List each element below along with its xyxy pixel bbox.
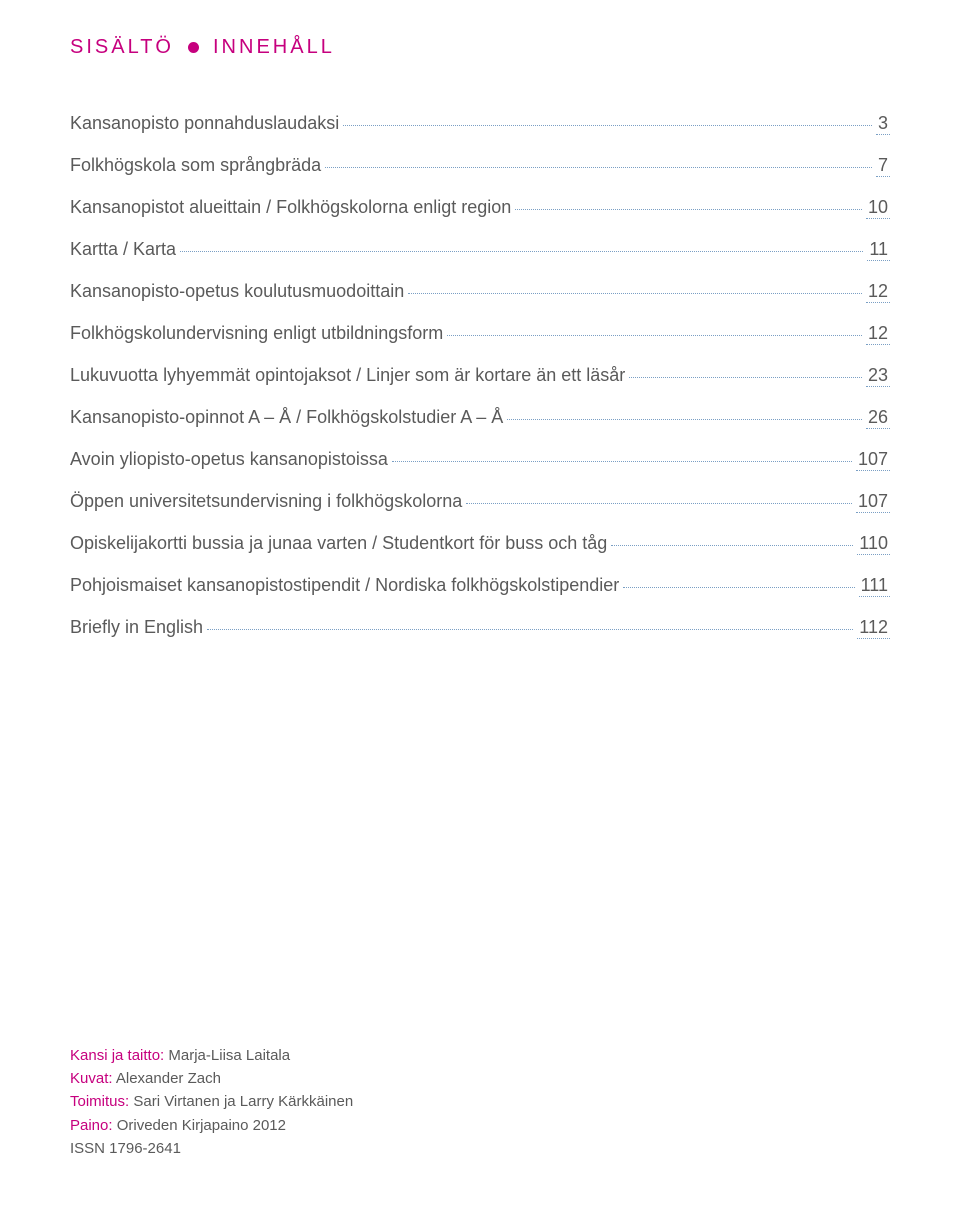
toc-row: Kansanopisto ponnahduslaudaksi 3 xyxy=(70,113,890,135)
toc-row: Pohjoismaiset kansanopistostipendit / No… xyxy=(70,575,890,597)
toc-page: 26 xyxy=(866,407,890,429)
toc-row: Opiskelijakortti bussia ja junaa varten … xyxy=(70,533,890,555)
toc-row: Kansanopisto-opetus koulutusmuodoittain … xyxy=(70,281,890,303)
credit-line: Kuvat: Alexander Zach xyxy=(70,1067,353,1090)
credit-label: Paino: xyxy=(70,1117,113,1134)
toc-label: Öppen universitetsundervisning i folkhög… xyxy=(70,491,462,512)
credit-value: ISSN 1796-2641 xyxy=(70,1140,181,1157)
credit-value: Marja-Liisa Laitala xyxy=(164,1047,290,1064)
toc-page: 12 xyxy=(866,281,890,303)
toc-leader xyxy=(408,293,862,294)
toc-row: Folkhögskola som språngbräda 7 xyxy=(70,155,890,177)
toc-row: Folkhögskolundervisning enligt utbildnin… xyxy=(70,323,890,345)
credit-value: Alexander Zach xyxy=(113,1070,221,1087)
credit-label: Kuvat: xyxy=(70,1070,113,1087)
toc-leader xyxy=(447,335,862,336)
credit-line: Kansi ja taitto: Marja-Liisa Laitala xyxy=(70,1044,353,1067)
toc-leader xyxy=(611,545,853,546)
toc-page: 11 xyxy=(867,239,890,261)
toc-row: Kansanopistot alueittain / Folkhögskolor… xyxy=(70,197,890,219)
credit-label: Kansi ja taitto: xyxy=(70,1047,164,1064)
toc-page: 110 xyxy=(857,533,890,555)
toc-label: Lukuvuotta lyhyemmät opintojaksot / Linj… xyxy=(70,365,625,386)
toc-page: 23 xyxy=(866,365,890,387)
toc-row: Lukuvuotta lyhyemmät opintojaksot / Linj… xyxy=(70,365,890,387)
toc-leader xyxy=(392,461,852,462)
toc-row: Briefly in English 112 xyxy=(70,617,890,639)
toc-page: 12 xyxy=(866,323,890,345)
toc-label: Kansanopisto ponnahduslaudaksi xyxy=(70,113,339,134)
credit-line: Toimitus: Sari Virtanen ja Larry Kärkkäi… xyxy=(70,1090,353,1113)
credits-block: Kansi ja taitto: Marja-Liisa Laitala Kuv… xyxy=(70,1044,353,1160)
header-right: INNEHÅLL xyxy=(213,36,335,59)
toc-leader xyxy=(515,209,862,210)
toc-label: Kansanopistot alueittain / Folkhögskolor… xyxy=(70,197,511,218)
toc-page: 112 xyxy=(857,617,890,639)
toc-label: Briefly in English xyxy=(70,617,203,638)
toc-label: Kansanopisto-opinnot A – Å / Folkhögskol… xyxy=(70,407,503,428)
toc-label: Folkhögskolundervisning enligt utbildnin… xyxy=(70,323,443,344)
toc-leader xyxy=(466,503,852,504)
page-header: SISÄLTÖ INNEHÅLL xyxy=(70,36,890,59)
toc-leader xyxy=(507,419,862,420)
toc-label: Pohjoismaiset kansanopistostipendit / No… xyxy=(70,575,619,596)
header-left: SISÄLTÖ xyxy=(70,36,174,59)
toc-label: Avoin yliopisto-opetus kansanopistoissa xyxy=(70,449,388,470)
credit-value: Sari Virtanen ja Larry Kärkkäinen xyxy=(129,1093,353,1110)
table-of-contents: Kansanopisto ponnahduslaudaksi 3 Folkhög… xyxy=(70,113,890,639)
toc-label: Folkhögskola som språngbräda xyxy=(70,155,321,176)
toc-leader xyxy=(629,377,862,378)
toc-leader xyxy=(207,629,853,630)
toc-label: Kartta / Karta xyxy=(70,239,176,260)
credit-label: Toimitus: xyxy=(70,1093,129,1110)
toc-row: Avoin yliopisto-opetus kansanopistoissa … xyxy=(70,449,890,471)
toc-page: 7 xyxy=(876,155,890,177)
toc-leader xyxy=(623,587,854,588)
header-separator-dot xyxy=(188,42,199,53)
toc-label: Opiskelijakortti bussia ja junaa varten … xyxy=(70,533,607,554)
credit-line: ISSN 1796-2641 xyxy=(70,1137,353,1160)
toc-page: 107 xyxy=(856,491,890,513)
credit-line: Paino: Oriveden Kirjapaino 2012 xyxy=(70,1114,353,1137)
toc-page: 10 xyxy=(866,197,890,219)
credit-value: Oriveden Kirjapaino 2012 xyxy=(113,1117,286,1134)
toc-leader xyxy=(343,125,872,126)
toc-leader xyxy=(325,167,872,168)
toc-page: 111 xyxy=(859,575,890,597)
toc-row: Kansanopisto-opinnot A – Å / Folkhögskol… xyxy=(70,407,890,429)
toc-row: Öppen universitetsundervisning i folkhög… xyxy=(70,491,890,513)
toc-page: 107 xyxy=(856,449,890,471)
toc-page: 3 xyxy=(876,113,890,135)
toc-leader xyxy=(180,251,863,252)
toc-row: Kartta / Karta 11 xyxy=(70,239,890,261)
toc-label: Kansanopisto-opetus koulutusmuodoittain xyxy=(70,281,404,302)
